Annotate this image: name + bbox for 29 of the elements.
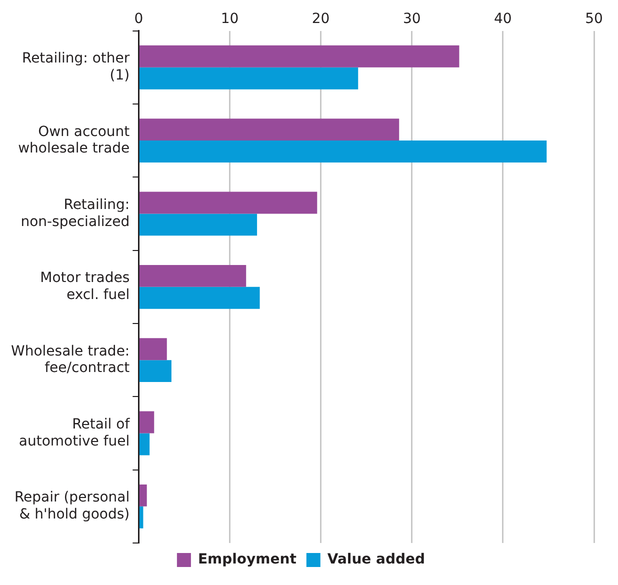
legend-label: Value added bbox=[327, 552, 426, 568]
bar bbox=[139, 338, 167, 360]
bar bbox=[139, 214, 258, 236]
x-tick-label: 30 bbox=[402, 11, 421, 28]
y-tick-label: Repair (personal & h'hold goods) bbox=[14, 490, 130, 522]
bar bbox=[139, 286, 260, 309]
bar bbox=[139, 360, 172, 382]
bar bbox=[139, 118, 400, 141]
y-tick-label: Own account wholesale trade bbox=[18, 124, 130, 157]
x-tick-label: 0 bbox=[134, 11, 144, 28]
y-tick-label: Retailing: non-specialized bbox=[20, 196, 130, 230]
y-tick-label: Motor trades excl. fuel bbox=[40, 270, 130, 303]
bar bbox=[139, 192, 318, 214]
y-tick-label: Wholesale trade: fee/contract bbox=[10, 343, 130, 376]
y-tick-label: Retail of automotive fuel bbox=[18, 416, 131, 450]
bar bbox=[139, 484, 147, 506]
bar bbox=[139, 506, 144, 528]
y-tick-label: Retailing: other (1) bbox=[22, 50, 130, 84]
bar bbox=[139, 140, 547, 163]
x-tick-label: 40 bbox=[494, 11, 512, 28]
x-tick-label: 20 bbox=[312, 11, 330, 28]
bar bbox=[139, 67, 358, 90]
bar bbox=[139, 411, 154, 434]
bar bbox=[139, 45, 460, 68]
legend-label: Employment bbox=[198, 552, 297, 568]
x-tick-label: 50 bbox=[585, 11, 603, 28]
bar bbox=[139, 264, 246, 287]
bar bbox=[139, 433, 150, 456]
x-tick-label: 10 bbox=[220, 11, 239, 28]
